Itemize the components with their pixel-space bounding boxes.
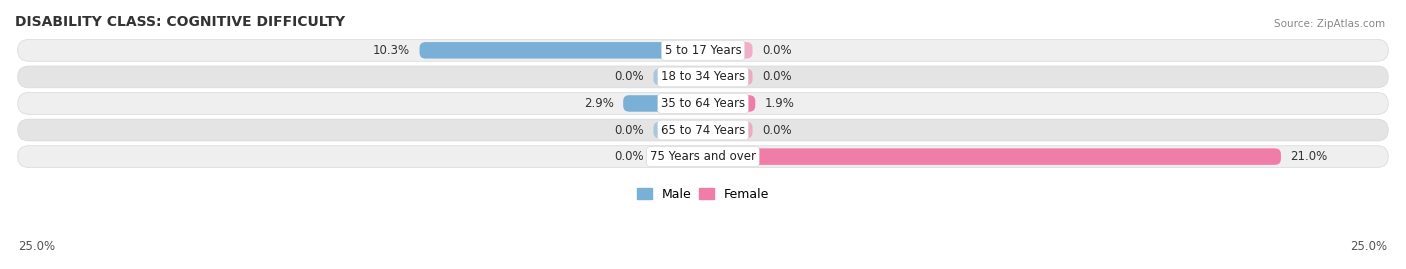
- FancyBboxPatch shape: [623, 95, 703, 112]
- Text: 35 to 64 Years: 35 to 64 Years: [661, 97, 745, 110]
- FancyBboxPatch shape: [419, 42, 703, 59]
- Text: 5 to 17 Years: 5 to 17 Years: [665, 44, 741, 57]
- Text: 0.0%: 0.0%: [614, 150, 644, 163]
- Text: 21.0%: 21.0%: [1291, 150, 1327, 163]
- Text: 65 to 74 Years: 65 to 74 Years: [661, 123, 745, 137]
- FancyBboxPatch shape: [703, 69, 752, 85]
- Text: 0.0%: 0.0%: [762, 123, 792, 137]
- Text: 0.0%: 0.0%: [614, 123, 644, 137]
- FancyBboxPatch shape: [18, 66, 1388, 88]
- Text: DISABILITY CLASS: COGNITIVE DIFFICULTY: DISABILITY CLASS: COGNITIVE DIFFICULTY: [15, 15, 344, 29]
- Text: 75 Years and over: 75 Years and over: [650, 150, 756, 163]
- Text: 0.0%: 0.0%: [614, 70, 644, 83]
- Text: 0.0%: 0.0%: [762, 44, 792, 57]
- FancyBboxPatch shape: [654, 122, 703, 138]
- Text: 25.0%: 25.0%: [18, 240, 55, 253]
- FancyBboxPatch shape: [18, 93, 1388, 114]
- Text: 25.0%: 25.0%: [1351, 240, 1388, 253]
- FancyBboxPatch shape: [18, 119, 1388, 141]
- Text: Source: ZipAtlas.com: Source: ZipAtlas.com: [1274, 19, 1385, 29]
- Text: 0.0%: 0.0%: [762, 70, 792, 83]
- FancyBboxPatch shape: [703, 122, 752, 138]
- FancyBboxPatch shape: [703, 42, 752, 59]
- Text: 18 to 34 Years: 18 to 34 Years: [661, 70, 745, 83]
- Text: 2.9%: 2.9%: [583, 97, 613, 110]
- FancyBboxPatch shape: [18, 146, 1388, 168]
- FancyBboxPatch shape: [703, 148, 1281, 165]
- FancyBboxPatch shape: [703, 95, 755, 112]
- FancyBboxPatch shape: [18, 40, 1388, 61]
- FancyBboxPatch shape: [654, 148, 703, 165]
- Text: 10.3%: 10.3%: [373, 44, 411, 57]
- FancyBboxPatch shape: [654, 69, 703, 85]
- Text: 1.9%: 1.9%: [765, 97, 794, 110]
- Legend: Male, Female: Male, Female: [631, 183, 775, 206]
